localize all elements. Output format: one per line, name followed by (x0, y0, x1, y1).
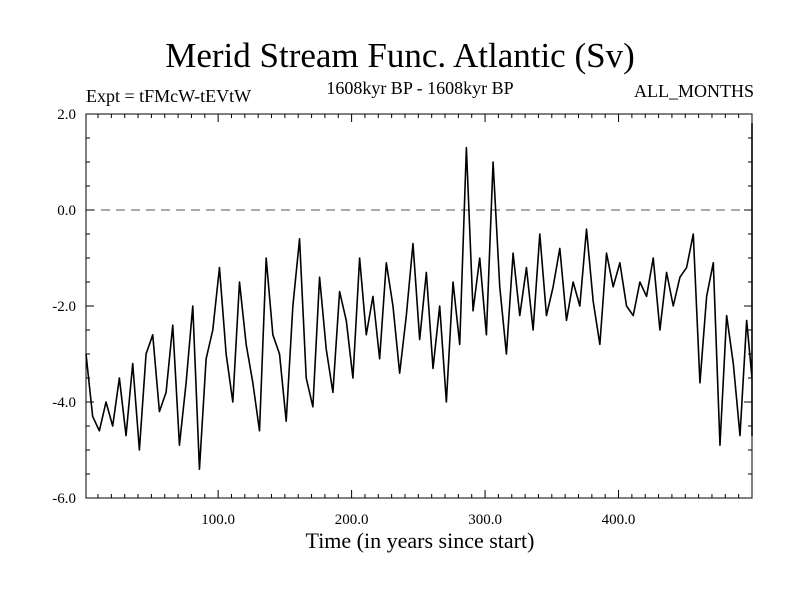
plot-frame (85, 113, 753, 499)
series-line (85, 122, 753, 471)
x-tick-label: 300.0 (468, 512, 502, 528)
x-axis-label: Time (in years since start) (305, 528, 535, 553)
y-tick-label: 0.0 (57, 203, 76, 219)
x-tick-label: 400.0 (602, 512, 636, 528)
x-tick-label: 200.0 (335, 512, 369, 528)
y-tick-label: -6.0 (52, 491, 76, 507)
y-axis: 2.0 0.0 -2.0 -4.0 -6.0 (52, 107, 752, 507)
x-axis: 100.0 200.0 300.0 400.0 (97, 114, 753, 528)
chart-title: Merid Stream Func. Atlantic (Sv) (165, 36, 635, 75)
y-tick-label: 2.0 (57, 107, 76, 123)
period-label: 1608kyr BP - 1608kyr BP (326, 78, 514, 98)
series-group (85, 122, 753, 471)
y-tick-label: -4.0 (52, 395, 76, 411)
experiment-label: Expt = tFMcW-tEVtW (86, 86, 252, 106)
x-tick-label: 100.0 (201, 512, 235, 528)
y-tick-label: -2.0 (52, 299, 76, 315)
months-label: ALL_MONTHS (634, 81, 754, 101)
